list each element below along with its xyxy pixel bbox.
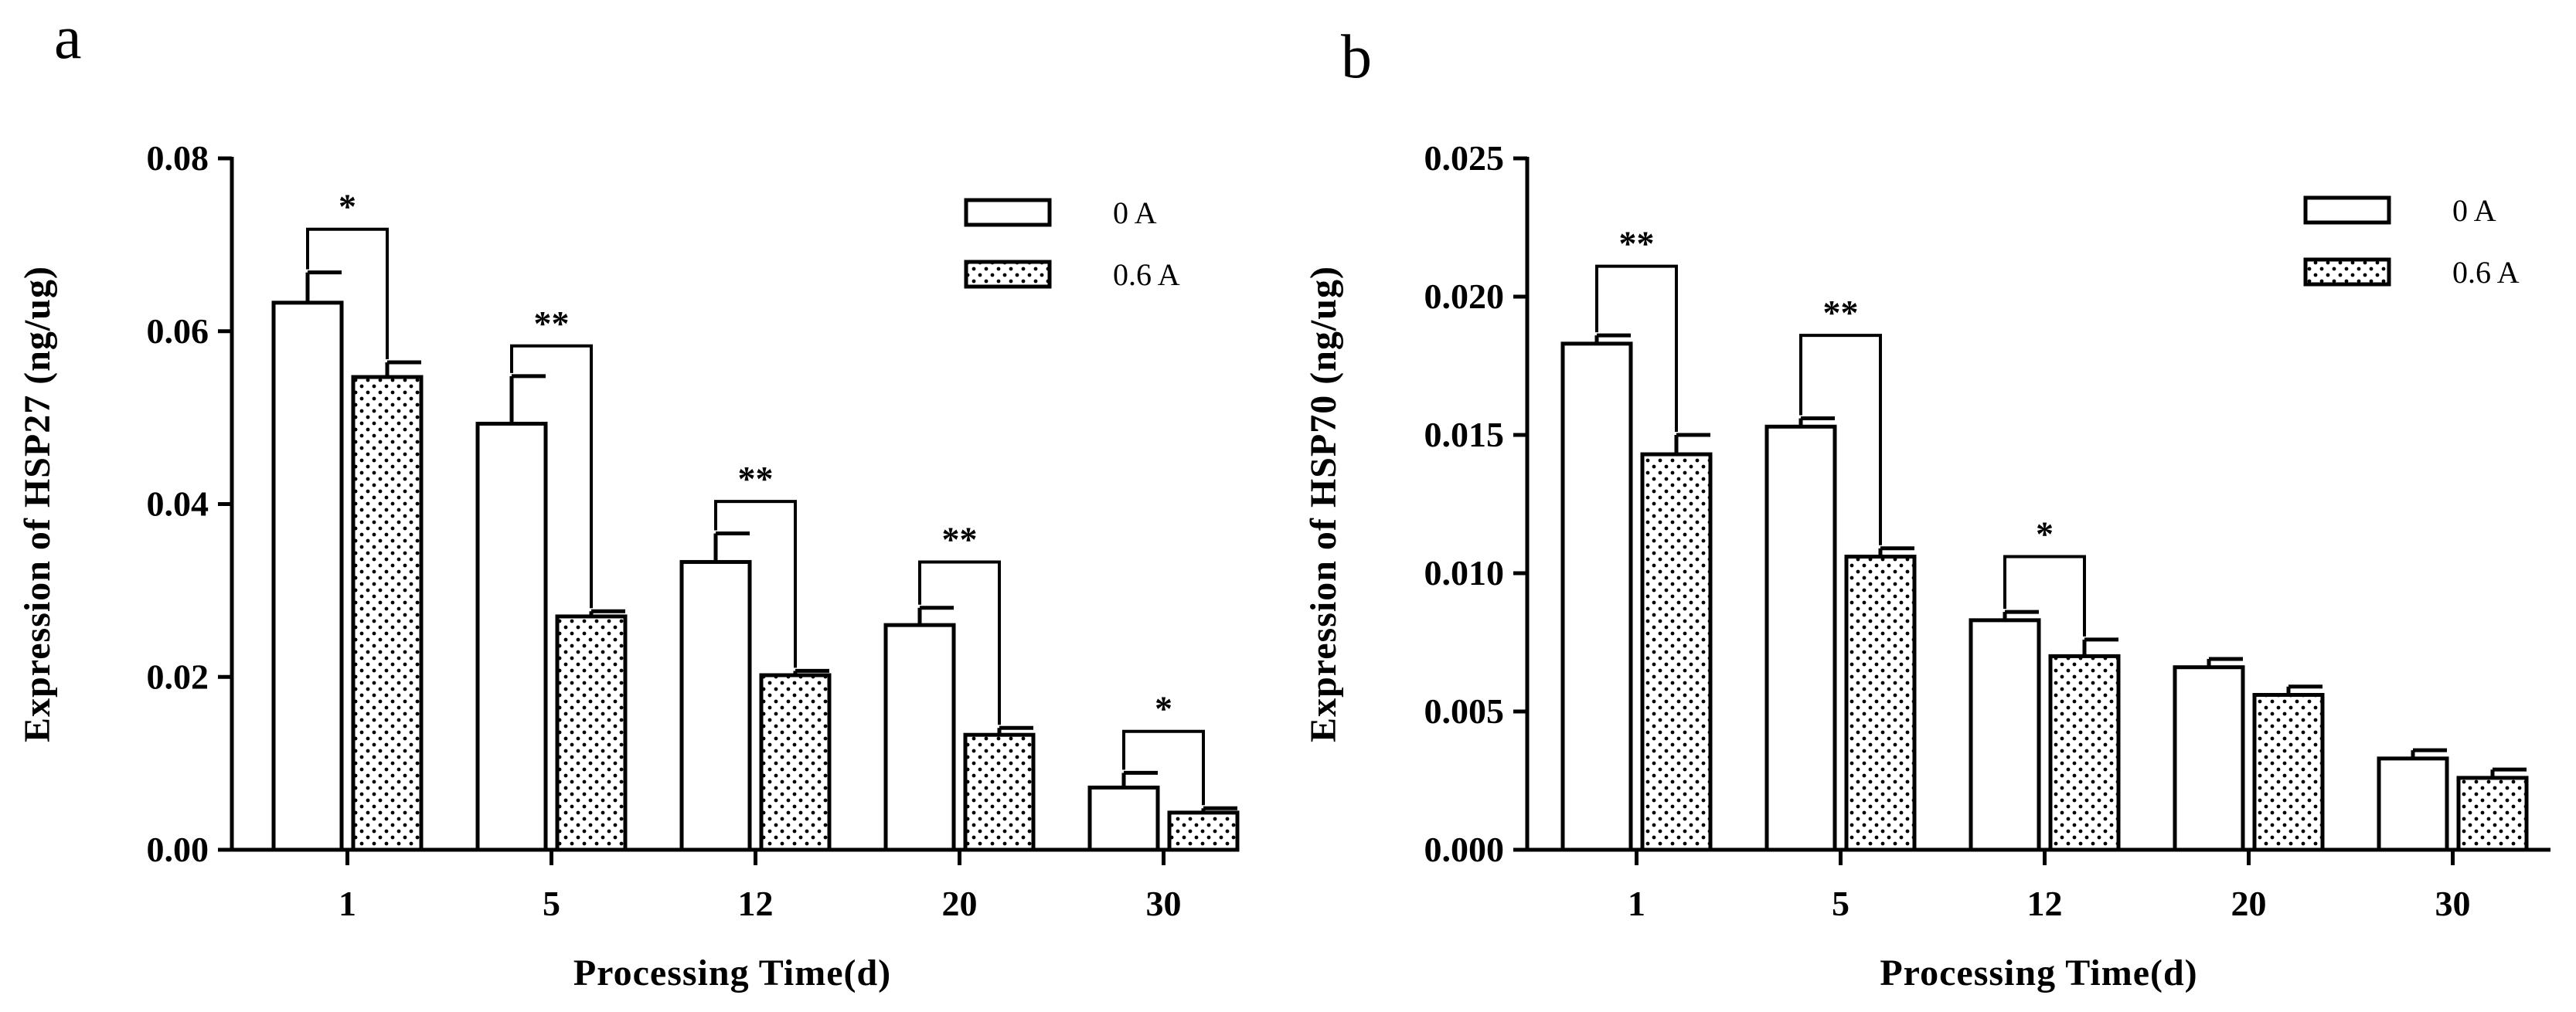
b-significance-bracket	[1595, 264, 1678, 432]
b-y-tick-label: 0.025	[1424, 138, 1505, 178]
a-y-tick-label: 0.04	[147, 484, 209, 524]
a-significance-bracket	[918, 560, 1001, 725]
b-bar-0a	[1560, 341, 1633, 852]
a-significance-label: **	[534, 304, 570, 343]
a-significance-label: *	[1155, 689, 1172, 728]
a-bar-06a	[351, 375, 424, 852]
b-bar-06a	[1640, 452, 1713, 852]
a-y-tick-label: 0.00	[147, 830, 209, 869]
a-y-tick-label: 0.06	[147, 311, 209, 351]
a-legend-swatch-06a	[964, 260, 1052, 289]
b-significance-label: **	[1619, 224, 1655, 263]
b-x-axis-title: Processing Time(d)	[1880, 953, 2197, 993]
a-x-tick-label: 30	[1146, 884, 1182, 923]
a-legend-swatch-0a	[964, 198, 1052, 227]
a-bar-06a	[555, 614, 628, 852]
panel-letter-a: a	[54, 4, 82, 72]
b-legend-swatch-06a	[2303, 257, 2391, 287]
a-bar-06a	[1167, 810, 1240, 852]
a-x-tick-label: 1	[339, 884, 356, 923]
b-bar-0a	[2377, 756, 2449, 852]
b-y-tick-label: 0.000	[1424, 830, 1505, 869]
b-x-tick-label: 20	[2231, 884, 2267, 923]
b-legend-swatch-0a	[2303, 195, 2391, 225]
panel-a-hsp27-chart: 0.000.020.040.060.081 5 12 20 30********Proc…	[17, 138, 1240, 993]
panel-letter-b: b	[1341, 23, 1372, 91]
b-bar-0a	[1764, 424, 1837, 852]
b-significance-bracket	[1799, 334, 1882, 545]
b-x-tick-label: 5	[1832, 884, 1849, 923]
a-y-tick-label: 0.08	[147, 138, 209, 178]
a-x-tick-label: 5	[543, 884, 560, 923]
a-bar-06a	[759, 673, 832, 852]
a-significance-bracket	[306, 227, 389, 360]
a-bar-0a	[883, 623, 956, 852]
a-significance-bracket	[1122, 729, 1205, 806]
b-y-tick-label: 0.005	[1424, 691, 1505, 731]
a-bar-0a	[475, 421, 548, 852]
b-bar-0a	[1969, 618, 2041, 852]
a-significance-bracket	[714, 500, 797, 668]
a-y-axis-title: Expression of HSP27 (ng/ug)	[17, 266, 58, 742]
a-significance-label: **	[738, 459, 774, 498]
b-bar-06a	[2048, 654, 2121, 852]
a-bar-0a	[679, 559, 752, 852]
b-y-axis-title: Expression of HSP70 (ng/ug)	[1303, 266, 1344, 742]
a-x-tick-label: 12	[738, 884, 774, 923]
b-y-tick-label: 0.015	[1424, 415, 1505, 454]
a-bar-0a	[271, 301, 344, 852]
a-legend-label-0a: 0 A	[1113, 195, 1157, 230]
b-bar-06a	[2252, 693, 2325, 852]
b-significance-label: *	[2036, 514, 2054, 554]
b-legend-label-0a: 0 A	[2452, 193, 2496, 228]
b-significance-label: **	[1823, 293, 1859, 332]
a-bar-0a	[1087, 785, 1160, 852]
b-bar-06a	[2456, 776, 2529, 852]
b-y-tick-label: 0.010	[1424, 553, 1505, 593]
a-y-tick-label: 0.02	[147, 657, 209, 696]
a-bar-06a	[963, 732, 1036, 852]
b-y-tick-label: 0.020	[1424, 277, 1505, 316]
b-legend-label-06a: 0.6 A	[2452, 255, 2520, 290]
a-x-tick-label: 20	[942, 884, 978, 923]
a-significance-label: **	[942, 519, 978, 559]
a-significance-bracket	[510, 344, 593, 609]
b-x-tick-label: 1	[1628, 884, 1645, 923]
a-x-axis-title: Processing Time(d)	[573, 953, 891, 993]
b-x-tick-label: 12	[2027, 884, 2063, 923]
b-x-tick-label: 30	[2435, 884, 2471, 923]
b-bar-0a	[2173, 665, 2245, 852]
a-legend-label-06a: 0.6 A	[1113, 257, 1180, 292]
b-bar-06a	[1844, 555, 1917, 852]
a-significance-label: *	[339, 187, 356, 226]
b-significance-bracket	[2003, 555, 2086, 637]
